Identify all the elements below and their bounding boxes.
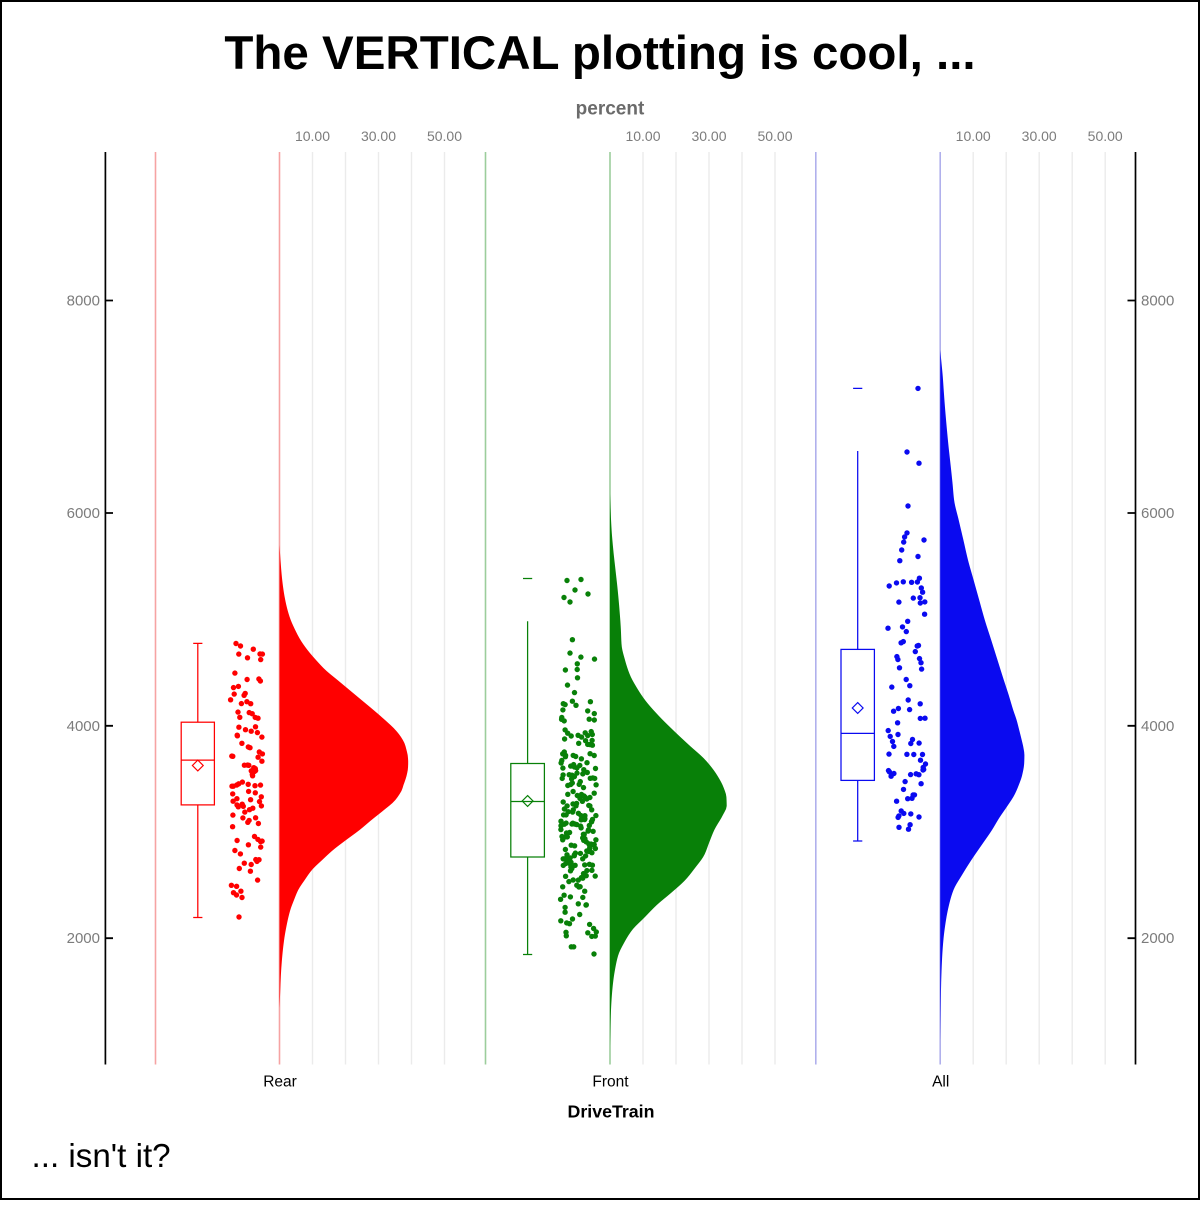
svg-text:4000: 4000: [67, 718, 100, 735]
svg-text:30.00: 30.00: [1022, 128, 1057, 144]
svg-text:30.00: 30.00: [361, 128, 396, 144]
svg-text:50.00: 50.00: [427, 128, 462, 144]
svg-text:10.00: 10.00: [956, 128, 991, 144]
svg-text:All: All: [932, 1074, 949, 1091]
svg-text:2000: 2000: [1141, 930, 1174, 947]
svg-text:The VERTICAL plotting is cool,: The VERTICAL plotting is cool, ...: [224, 27, 975, 80]
svg-text:Front: Front: [592, 1074, 629, 1091]
svg-text:8000: 8000: [67, 293, 100, 310]
svg-text:50.00: 50.00: [1088, 128, 1123, 144]
svg-text:DriveTrain: DriveTrain: [568, 1102, 655, 1122]
svg-text:8000: 8000: [1141, 293, 1174, 310]
svg-text:50.00: 50.00: [757, 128, 792, 144]
svg-text:4000: 4000: [1141, 718, 1174, 735]
svg-text:30.00: 30.00: [691, 128, 726, 144]
svg-text:2000: 2000: [67, 930, 100, 947]
svg-text:Rear: Rear: [263, 1074, 297, 1091]
svg-text:6000: 6000: [1141, 505, 1174, 522]
svg-text:... isn't it?: ... isn't it?: [32, 1138, 171, 1175]
svg-text:6000: 6000: [67, 505, 100, 522]
svg-text:percent: percent: [576, 99, 645, 120]
svg-text:10.00: 10.00: [295, 128, 330, 144]
svg-text:10.00: 10.00: [625, 128, 660, 144]
